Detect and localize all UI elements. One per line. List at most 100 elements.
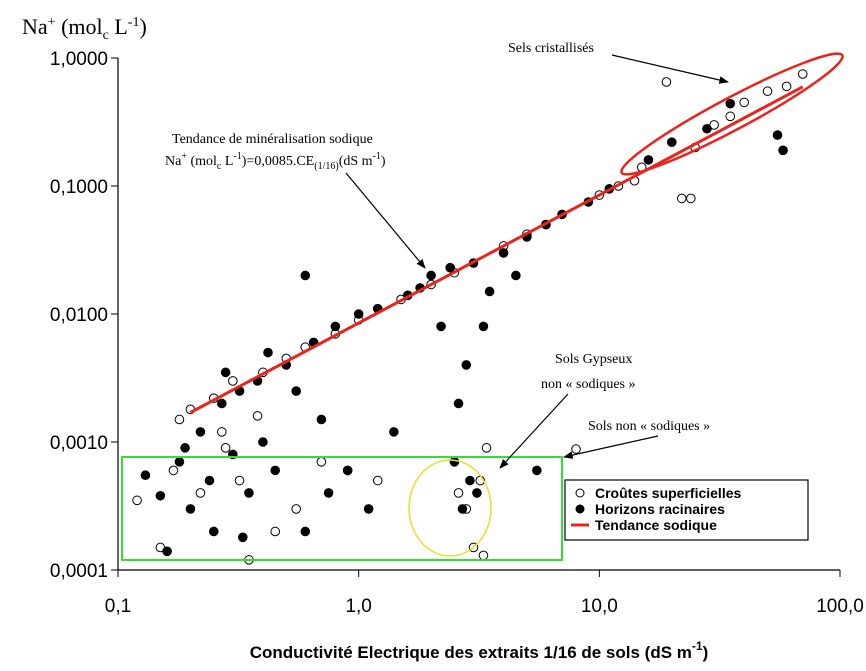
point: [478, 321, 489, 332]
arrow: [499, 393, 569, 469]
arrow: [345, 172, 426, 269]
x-tick-label: 100,0: [816, 596, 864, 617]
legend-swatch: [575, 488, 585, 498]
point: [342, 465, 353, 476]
point: [449, 457, 460, 467]
point: [155, 490, 166, 501]
point: [316, 457, 327, 467]
point: [353, 309, 364, 319]
point: [323, 488, 334, 498]
point: [291, 504, 301, 514]
point: [363, 504, 374, 514]
point: [140, 470, 151, 481]
point: [258, 437, 268, 447]
point: [220, 443, 231, 453]
point: [174, 457, 185, 467]
y-tick-label: 0,0001: [50, 561, 108, 582]
point: [195, 488, 206, 498]
y-tick-label: 1,0000: [50, 49, 108, 70]
point: [725, 98, 736, 109]
legend-label: Horizons racinaires: [595, 501, 725, 517]
point: [686, 193, 696, 204]
point: [291, 386, 301, 396]
annotation: Sels cristallisés: [508, 41, 594, 56]
point: [244, 488, 254, 498]
point: [263, 347, 273, 358]
point: [180, 443, 190, 453]
point: [571, 444, 581, 454]
point: [185, 504, 196, 514]
x-tick-label: 1,0: [345, 596, 371, 617]
point: [436, 321, 446, 332]
y-tick-label: 0,0100: [50, 305, 108, 326]
non-sodic-zone: [121, 456, 563, 561]
point: [168, 465, 179, 476]
point: [372, 475, 383, 486]
point: [389, 427, 399, 437]
point: [709, 120, 719, 130]
point: [174, 414, 185, 425]
point: [234, 475, 245, 486]
annotation: Na+ (molc L-1)=0,0085.CE(1/16)(dS m-1): [165, 151, 386, 172]
point: [778, 145, 788, 156]
point: [270, 465, 281, 476]
point: [739, 97, 750, 108]
point: [217, 398, 227, 409]
y-axis-label: Na+ (molc L-1): [22, 14, 147, 43]
point: [237, 532, 248, 543]
point: [228, 376, 238, 386]
point: [300, 270, 311, 281]
point: [330, 321, 341, 332]
legend-swatch: [575, 504, 585, 514]
point: [532, 465, 542, 476]
point: [666, 137, 677, 147]
point: [220, 367, 231, 378]
point: [270, 526, 281, 537]
y-tick-label: 0,1000: [50, 177, 108, 198]
point: [762, 86, 773, 97]
trend-line: [189, 85, 804, 414]
point: [465, 475, 475, 486]
x-axis-label: Conductivité Electrique des extraits 1/1…: [250, 639, 709, 662]
point: [300, 526, 311, 537]
point: [162, 546, 172, 557]
point: [208, 526, 219, 537]
point: [702, 123, 712, 134]
point: [217, 427, 227, 437]
point: [132, 495, 142, 506]
point: [204, 475, 215, 486]
legend-box: [564, 479, 809, 541]
point: [457, 504, 468, 514]
point: [661, 77, 672, 87]
point: [498, 248, 509, 258]
point: [316, 414, 327, 425]
point: [725, 111, 736, 122]
y-tick-label: 0,0010: [50, 433, 108, 454]
annotation: Sols non « sodiques »: [588, 419, 710, 434]
point: [643, 155, 654, 165]
x-tick-label: 10,0: [581, 596, 618, 617]
point: [453, 398, 464, 409]
annotation: non « sodiques »: [541, 377, 636, 392]
point: [472, 488, 482, 498]
point: [676, 193, 687, 204]
point: [426, 270, 436, 281]
point: [484, 286, 495, 297]
legend-label: Tendance sodique: [595, 517, 717, 533]
point: [461, 360, 472, 370]
point: [445, 262, 455, 273]
arrow: [611, 54, 729, 84]
point: [481, 443, 492, 453]
point: [511, 270, 521, 281]
annotation: Tendance de minéralisation sodique: [172, 132, 373, 147]
x-tick-label: 0,1: [105, 596, 131, 617]
annotation: Sols Gypseux: [555, 352, 632, 367]
crystal-zone: [620, 52, 844, 176]
point: [478, 550, 489, 561]
legend-label: Croûtes superficielles: [595, 485, 741, 501]
point: [781, 81, 792, 92]
point: [772, 130, 783, 140]
point: [252, 411, 263, 421]
